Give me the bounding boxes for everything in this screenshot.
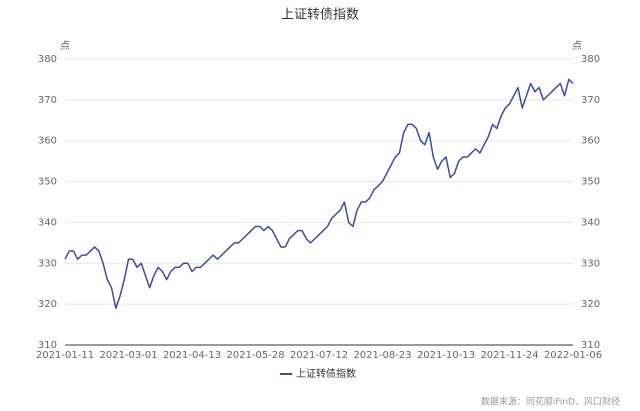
- y2-tick-label: 320: [581, 299, 600, 310]
- y-tick-label: 330: [38, 258, 57, 269]
- y2-tick-label: 340: [581, 217, 600, 228]
- y2-unit: 点: [572, 40, 582, 52]
- x-tick-label: 2021-01-11: [36, 350, 94, 361]
- y-tick-label: 360: [38, 136, 57, 147]
- y-tick-label: 380: [38, 54, 57, 65]
- y-tick-label: 340: [38, 217, 57, 228]
- y-tick-label: 320: [38, 299, 57, 310]
- series-line: [64, 78, 574, 309]
- source: 数据来源：同花顺iFinD、风口财经: [481, 396, 620, 408]
- x-tick-label: 2021-11-24: [480, 350, 538, 361]
- y2-tick-label: 350: [581, 177, 600, 188]
- y2-tick-label: 380: [581, 54, 600, 65]
- x-tick-label: 2021-03-01: [99, 350, 157, 361]
- y-unit: 点: [60, 40, 70, 52]
- y2-tick-label: 310: [581, 340, 600, 351]
- x-tick-label: 2021-10-13: [417, 350, 475, 361]
- y-tick-label: 310: [38, 340, 57, 351]
- x-tick-label: 2021-07-12: [290, 350, 348, 361]
- legend-label: 上证转债指数: [296, 367, 356, 380]
- x-tick-label: 2021-08-23: [353, 350, 411, 361]
- x-tick-label: 2022-01-06: [544, 350, 602, 361]
- y-tick-label: 350: [38, 177, 57, 188]
- x-tick-label: 2021-05-28: [226, 350, 284, 361]
- y-tick-label: 370: [38, 95, 57, 106]
- y2-tick-label: 330: [581, 258, 600, 269]
- y2-tick-label: 370: [581, 95, 600, 106]
- y2-tick-label: 360: [581, 136, 600, 147]
- x-tick-label: 2021-04-13: [163, 350, 221, 361]
- chart-title: 上证转债指数: [281, 8, 359, 23]
